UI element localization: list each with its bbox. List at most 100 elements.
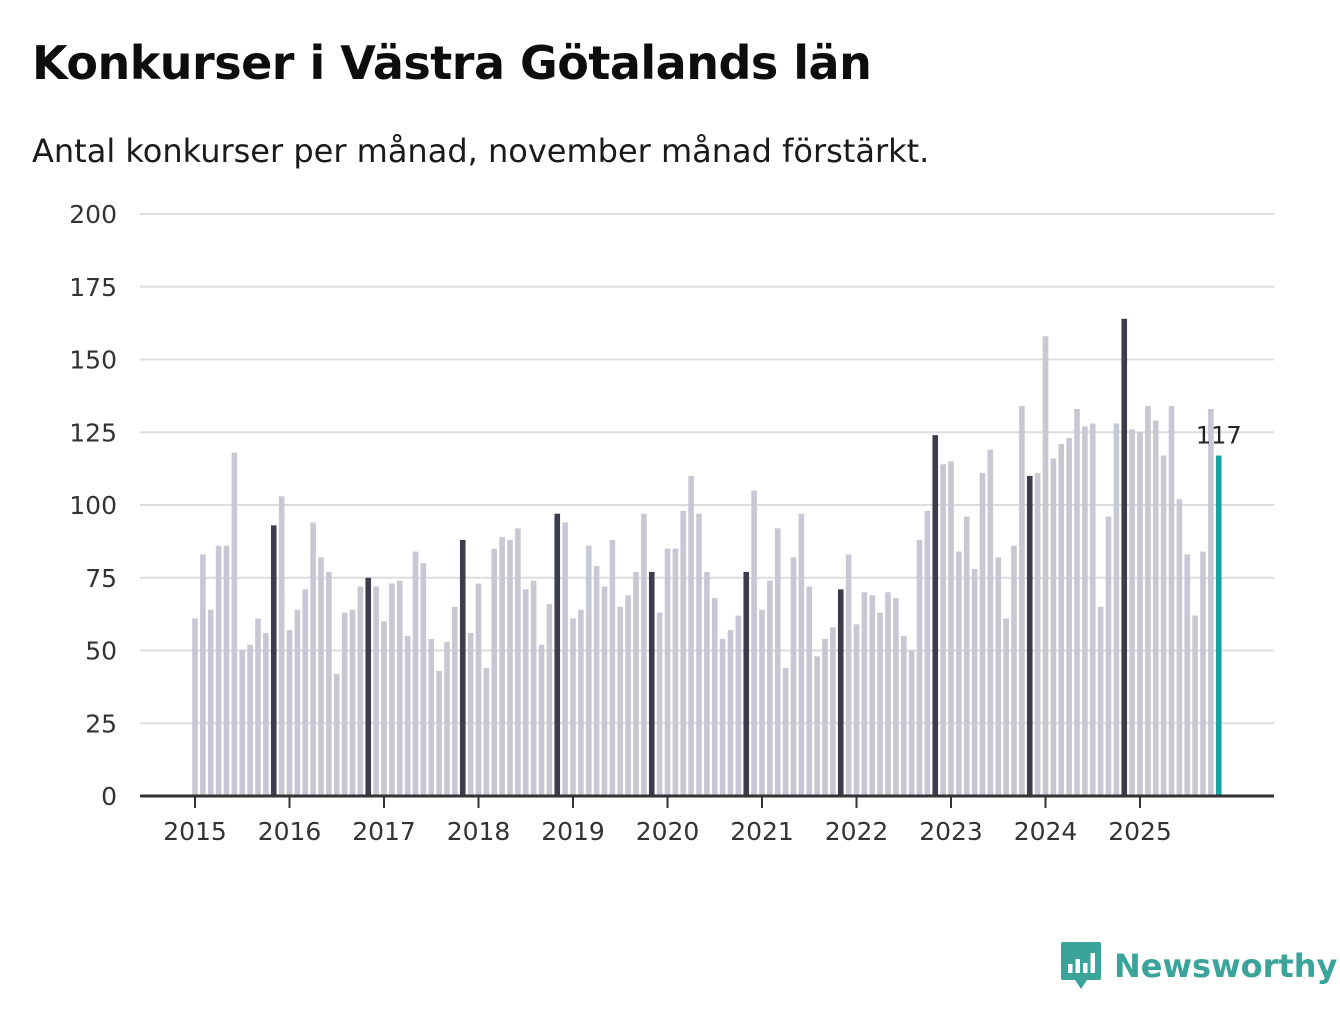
bar — [530, 580, 537, 796]
bar — [357, 586, 364, 796]
bar — [207, 609, 214, 796]
chart-subtitle: Antal konkurser per månad, november måna… — [32, 132, 930, 170]
bar — [310, 522, 316, 796]
bar — [609, 539, 616, 796]
bar — [1105, 516, 1112, 796]
bar — [1152, 420, 1159, 796]
bar — [554, 513, 561, 796]
bar — [916, 539, 923, 796]
bar — [452, 606, 458, 796]
bar — [633, 571, 639, 796]
bar — [1026, 475, 1033, 796]
bar — [593, 566, 600, 796]
bar — [1011, 545, 1017, 796]
bar — [790, 557, 797, 796]
bar — [483, 667, 490, 796]
bar — [1003, 618, 1009, 796]
bar — [270, 525, 277, 796]
bar — [995, 557, 1002, 796]
bar — [956, 551, 962, 796]
bar — [1097, 606, 1104, 796]
bar — [1192, 615, 1198, 796]
x-tick-label: 2023 — [919, 817, 983, 846]
bar-chart-speech-icon — [1061, 942, 1101, 989]
bar — [837, 589, 844, 796]
bar — [1137, 432, 1143, 796]
bar — [286, 630, 293, 796]
bar — [239, 650, 246, 796]
bar — [436, 670, 442, 796]
bar — [822, 638, 828, 796]
bar — [562, 522, 568, 796]
data-labels: 117 — [1196, 422, 1242, 450]
x-tick-label: 2024 — [1014, 817, 1078, 846]
bar — [1034, 472, 1041, 796]
bar — [908, 650, 915, 796]
bar — [1168, 406, 1175, 796]
bar — [522, 589, 529, 796]
bar — [735, 615, 742, 796]
bar — [365, 577, 372, 796]
x-tick-label: 2016 — [258, 817, 322, 846]
bar — [759, 609, 765, 796]
bar — [428, 638, 435, 796]
x-tick-label: 2021 — [730, 817, 794, 846]
bar — [767, 580, 773, 796]
bar — [1160, 455, 1167, 796]
bar — [467, 633, 474, 796]
bar — [987, 449, 994, 796]
bar — [396, 580, 403, 796]
bar — [1042, 336, 1049, 796]
y-tick-label: 150 — [69, 346, 117, 375]
bar — [774, 528, 781, 796]
bar — [641, 513, 647, 796]
y-tick-label: 25 — [85, 709, 117, 738]
chart-title: Konkurser i Västra Götalands län — [32, 36, 872, 90]
bar — [948, 461, 954, 796]
bar — [971, 569, 978, 796]
x-tick-label: 2017 — [352, 817, 416, 846]
bar-latest — [1215, 455, 1222, 796]
x-tick-label: 2025 — [1108, 817, 1172, 846]
bar — [381, 621, 387, 796]
bar — [255, 618, 261, 796]
y-tick-label: 100 — [69, 491, 117, 520]
bar — [704, 571, 710, 796]
y-axis-ticks: 0 25 50 75 100 125 150 175 200 — [69, 200, 117, 811]
bar — [711, 598, 718, 796]
bar — [979, 472, 986, 796]
bar — [499, 537, 505, 796]
bar — [1121, 318, 1128, 796]
bar — [444, 641, 450, 796]
bar — [341, 612, 348, 796]
bar — [538, 644, 545, 796]
bar — [200, 554, 206, 796]
x-tick-label: 2019 — [541, 817, 605, 846]
bar — [845, 554, 852, 796]
bar — [861, 592, 868, 796]
bar — [247, 644, 253, 796]
bar — [617, 606, 624, 796]
bar — [578, 609, 584, 796]
bar — [806, 586, 813, 796]
bar — [389, 583, 395, 796]
bar — [1066, 438, 1072, 796]
bar — [294, 609, 301, 796]
bar — [900, 635, 907, 796]
y-tick-label: 50 — [85, 637, 117, 666]
bar — [664, 548, 671, 796]
bar — [231, 452, 238, 796]
bar — [263, 633, 269, 796]
y-tick-label: 200 — [69, 200, 117, 229]
bar — [814, 656, 820, 796]
bar — [1129, 429, 1135, 796]
x-tick-label: 2022 — [825, 817, 889, 846]
bar — [601, 586, 608, 796]
bar — [940, 464, 946, 796]
bar — [688, 475, 694, 796]
bar — [192, 618, 198, 796]
bar — [727, 630, 734, 796]
y-tick-label: 0 — [101, 782, 117, 811]
x-axis: 2015 2016 2017 2018 2019 2020 2021 2022 2023 2024… — [140, 794, 1274, 846]
